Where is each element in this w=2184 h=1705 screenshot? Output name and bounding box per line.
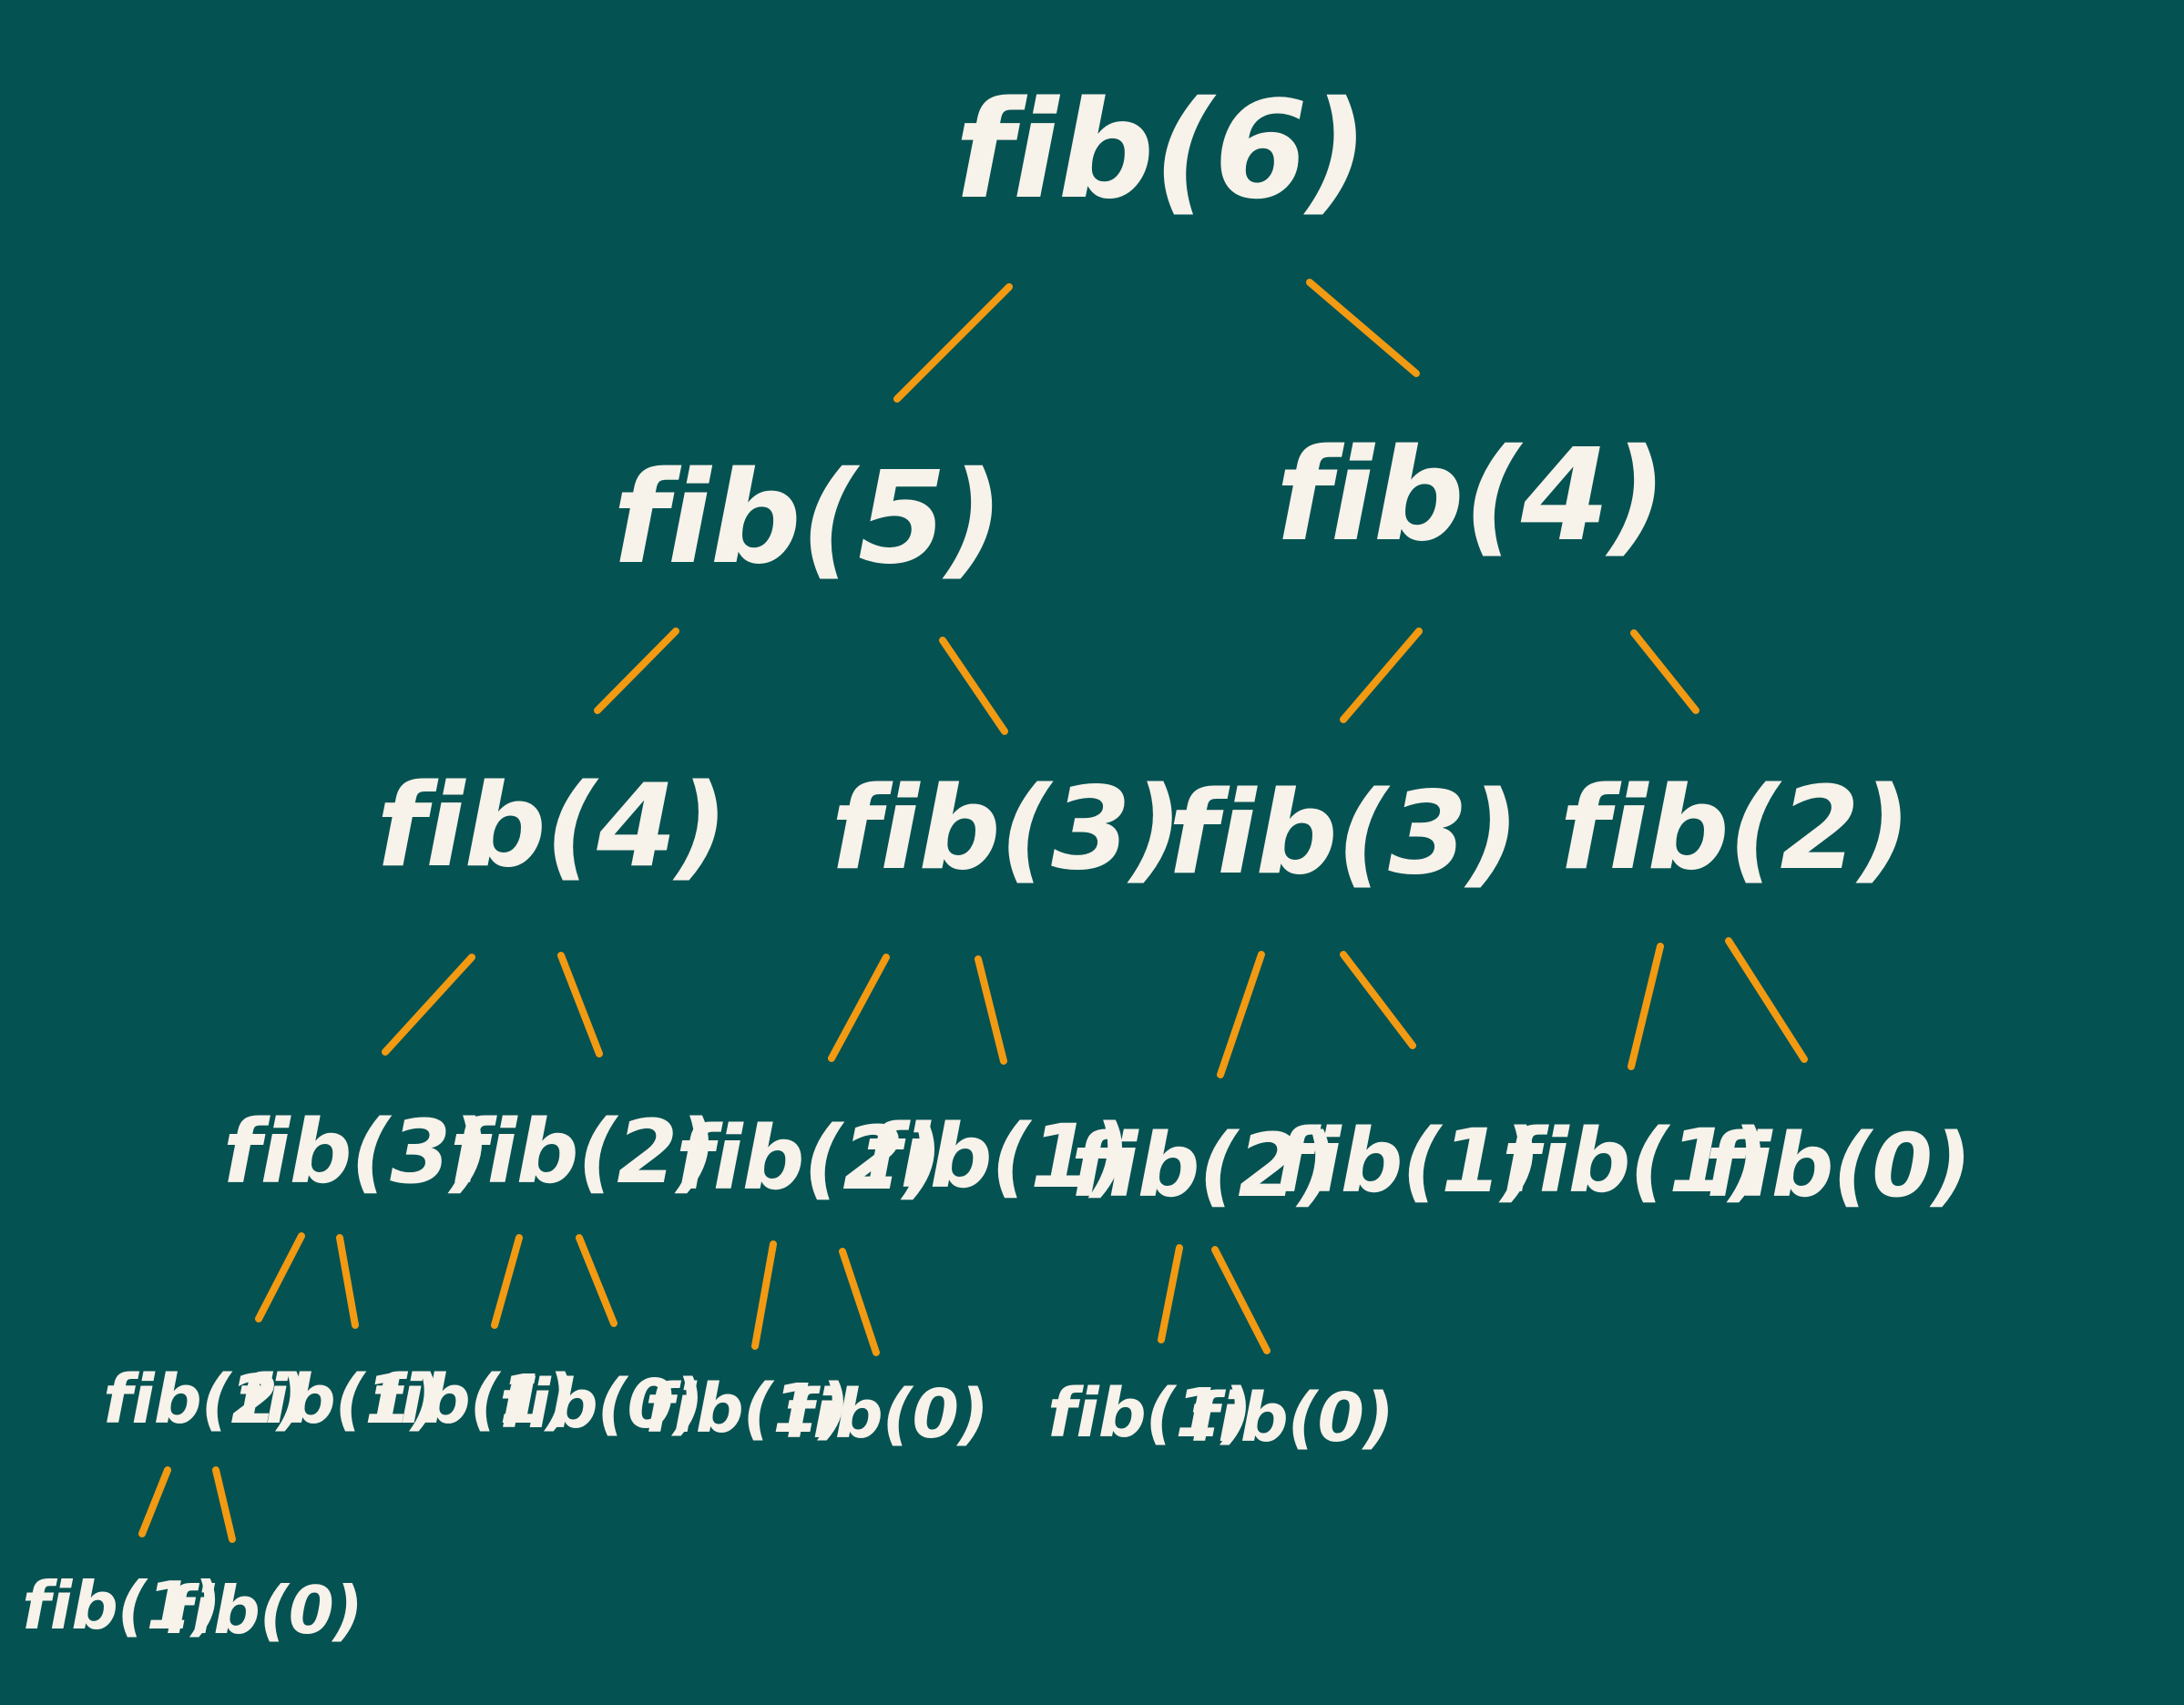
node-fib-6-root: fib(6) bbox=[954, 72, 1368, 229]
node-fib-4: fib(4) bbox=[1275, 422, 1667, 570]
node-fib-1-l5: fib(1) bbox=[22, 1567, 220, 1644]
edge-n9-n20 bbox=[839, 1248, 880, 1356]
edge-n15-n23 bbox=[138, 1466, 171, 1537]
node-fib-3-l3: fib(3) bbox=[223, 1101, 490, 1203]
edge-n6-n13 bbox=[1628, 943, 1664, 1070]
node-fib-0-l4-b: fib(0) bbox=[784, 1375, 989, 1454]
edge-n11-n22 bbox=[1211, 1246, 1271, 1354]
node-fib-1-l4-a: fib(1) bbox=[237, 1361, 442, 1439]
node-fib-2-l3-b: fib(2) bbox=[676, 1108, 943, 1210]
node-fib-0-l4-c: fib(0) bbox=[1189, 1379, 1394, 1457]
edge-n11-n21 bbox=[1158, 1244, 1183, 1343]
edge-n7-n15 bbox=[255, 1232, 305, 1322]
edge-n4-n10 bbox=[975, 955, 1007, 1065]
edge-n4-n9 bbox=[828, 954, 890, 1062]
node-fib-1-l3-c: fib(1) bbox=[1502, 1110, 1769, 1212]
edge-n8-n17 bbox=[491, 1234, 523, 1329]
edge-n3-n7 bbox=[382, 954, 475, 1056]
node-fib-2-l3-c: fib(2) bbox=[1071, 1115, 1338, 1217]
edge-n5-n11 bbox=[1217, 951, 1265, 1078]
node-fib-1-l3-a: fib(1) bbox=[863, 1106, 1130, 1208]
node-fib-0-l3: fib(0) bbox=[1705, 1115, 1972, 1217]
edge-n7-n16 bbox=[336, 1234, 359, 1329]
node-fib-4-left: fib(4) bbox=[376, 759, 728, 893]
edge-n2-n5 bbox=[1340, 628, 1423, 723]
edge-n6-n14 bbox=[1725, 937, 1808, 1063]
edge-n5-n12 bbox=[1340, 951, 1416, 1049]
node-fib-0-l5: fib(0) bbox=[164, 1572, 362, 1649]
node-fib-1-l4-c: fib(1) bbox=[645, 1370, 850, 1448]
edge-n15-n24 bbox=[212, 1466, 236, 1543]
edge-n3-n8 bbox=[557, 952, 603, 1057]
node-fib-3-a: fib(3) bbox=[831, 761, 1182, 895]
edge-n1-n4 bbox=[939, 637, 1008, 735]
node-fib-1-l3-b: fib(1) bbox=[1274, 1110, 1541, 1212]
node-fib-5: fib(5) bbox=[612, 444, 1004, 593]
node-fib-1-l4-d: fib(1) bbox=[1047, 1374, 1252, 1453]
node-fib-2-l3-a: fib(2) bbox=[450, 1101, 717, 1203]
edge-n8-n18 bbox=[576, 1234, 617, 1327]
edge-n2-n6 bbox=[1630, 629, 1699, 714]
node-fib-0-l4-a: fib(0) bbox=[499, 1365, 704, 1444]
edge-n0-n1 bbox=[893, 283, 1013, 403]
node-fib-1-l4-b: fib(1) bbox=[372, 1361, 577, 1439]
node-fib-2-right: fib(2) bbox=[1559, 761, 1911, 895]
node-fib-3-b: fib(3) bbox=[1168, 766, 1519, 900]
edge-n9-n19 bbox=[751, 1240, 777, 1350]
edge-n1-n3 bbox=[594, 628, 679, 714]
edge-n0-n2 bbox=[1306, 279, 1420, 377]
node-fib-2-l4: fib(2) bbox=[103, 1361, 308, 1439]
